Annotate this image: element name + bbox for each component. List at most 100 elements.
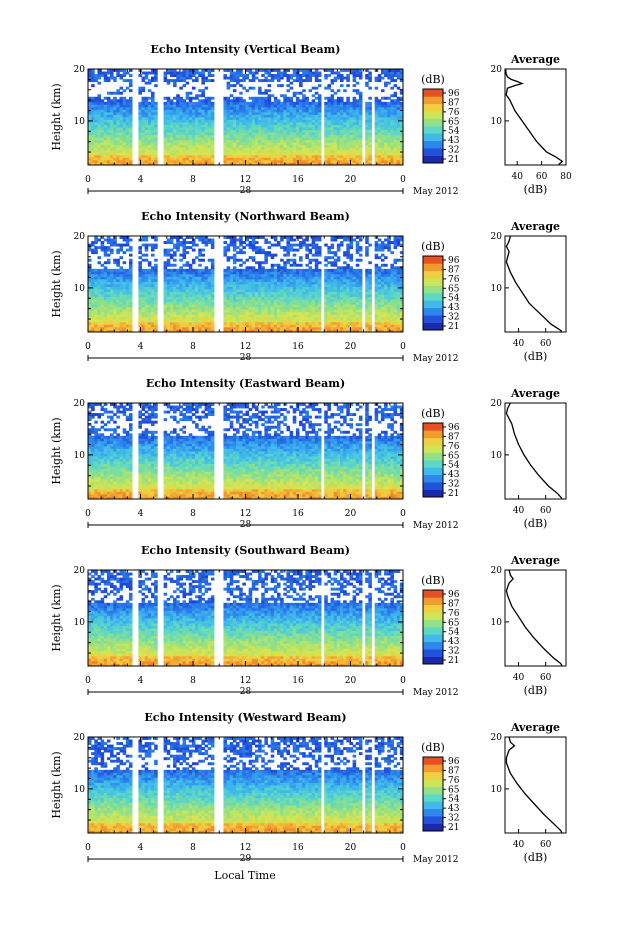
heatmap-cell (201, 162, 205, 166)
heatmap-cell (191, 69, 196, 72)
heatmap-cell (113, 321, 117, 325)
heatmap-cell (97, 142, 101, 146)
heatmap-cell (147, 268, 152, 272)
heatmap-cell (305, 117, 309, 120)
heatmap-cell (119, 86, 124, 90)
heatmap-cell (103, 276, 108, 280)
heatmap-cell (358, 109, 363, 113)
heatmap-cell (223, 96, 227, 100)
heatmap-cell (399, 157, 404, 161)
heatmap-cell (198, 329, 202, 333)
heatmap-cell (201, 241, 205, 244)
heatmap-cell (248, 268, 253, 272)
heatmap-cell (330, 144, 335, 148)
heatmap-cell (141, 86, 146, 90)
heatmap-cell (292, 271, 297, 275)
heatmap-cell (280, 276, 284, 280)
heatmap-cell (191, 309, 196, 313)
heatmap-cell (264, 286, 268, 290)
heatmap-cell (226, 154, 231, 158)
heatmap-cell (305, 281, 309, 285)
heatmap-cell (245, 276, 250, 280)
heatmap-cell (396, 124, 401, 128)
heatmap-cell (261, 266, 265, 270)
heatmap-cell (340, 147, 344, 151)
heatmap-cell (188, 162, 193, 166)
heatmap-cell (239, 119, 243, 123)
heatmap-cell (119, 147, 124, 151)
heatmap-cell (179, 79, 183, 83)
heatmap-cell (179, 106, 183, 110)
heatmap-cell (169, 69, 174, 72)
heatmap-cell (195, 149, 199, 153)
heatmap-cell (242, 246, 246, 250)
heatmap-cell (311, 122, 316, 125)
panel-2: Echo Intensity (Northward Beam)1020Heigh… (50, 210, 567, 364)
heatmap-cell (236, 268, 240, 272)
heatmap-cell (232, 319, 237, 323)
heatmap-cell (229, 284, 234, 287)
heatmap-cell (191, 119, 196, 123)
heatmap-cell (355, 89, 360, 93)
heatmap-cell (138, 109, 142, 113)
heatmap-cell (302, 278, 306, 282)
heatmap-cell (236, 296, 240, 300)
heatmap-cell (305, 152, 309, 156)
heatmap-cell (201, 314, 205, 318)
heatmap-cell (106, 152, 111, 156)
heatmap-cell (270, 162, 275, 166)
heatmap-cell (207, 134, 212, 138)
heatmap-cell (242, 324, 246, 328)
heatmap-cell (251, 137, 256, 141)
heatmap-cell (141, 273, 146, 277)
heatmap-cell (141, 79, 146, 83)
heatmap-cell (179, 122, 183, 125)
heatmap-cell (176, 119, 180, 123)
heatmap-cell (141, 284, 146, 287)
heatmap-cell (232, 309, 237, 313)
heatmap-cell (94, 109, 98, 113)
heatmap-cell (308, 76, 313, 80)
heatmap-cell (169, 236, 174, 239)
heatmap-cell (141, 144, 146, 148)
heatmap-cell (119, 281, 124, 285)
heatmap-cell (387, 101, 391, 105)
heatmap-cell (116, 119, 120, 123)
heatmap-cell (88, 258, 92, 262)
heatmap-cell (195, 119, 199, 123)
heatmap-cell (128, 278, 133, 282)
heatmap-cell (163, 316, 168, 320)
heatmap-cell (299, 142, 303, 146)
heatmap-cell (110, 109, 114, 113)
heatmap-cell (346, 76, 350, 80)
heatmap-cell (185, 152, 190, 156)
heatmap-cell (116, 321, 120, 325)
heatmap-cell (226, 326, 231, 330)
heatmap-cell (273, 69, 278, 72)
heatmap-cell (151, 266, 155, 270)
heatmap-cell (349, 71, 353, 75)
heatmap-cell (264, 144, 268, 148)
heatmap-cell (166, 251, 171, 255)
heatmap-cell (116, 301, 120, 305)
heatmap-cell (106, 162, 111, 166)
heatmap-cell (166, 162, 171, 166)
heatmap-cell (292, 326, 297, 330)
heatmap-cell (277, 273, 281, 277)
heatmap-cell (182, 149, 187, 153)
heatmap-cell (358, 132, 363, 136)
heatmap-cell (308, 268, 313, 272)
heatmap-cell (317, 147, 322, 151)
heatmap-cell (280, 304, 284, 308)
heatmap-cell (138, 89, 142, 93)
heatmap-cell (229, 127, 234, 131)
heatmap-cell (113, 326, 117, 330)
heatmap-cell (267, 109, 272, 113)
heatmap-cell (113, 99, 117, 103)
heatmap-cell (308, 243, 313, 247)
heatmap-cell (248, 157, 253, 161)
heatmap-cell (236, 152, 240, 156)
heatmap-cell (191, 162, 196, 166)
heatmap-cell (399, 71, 404, 75)
heatmap-cell (267, 69, 272, 72)
